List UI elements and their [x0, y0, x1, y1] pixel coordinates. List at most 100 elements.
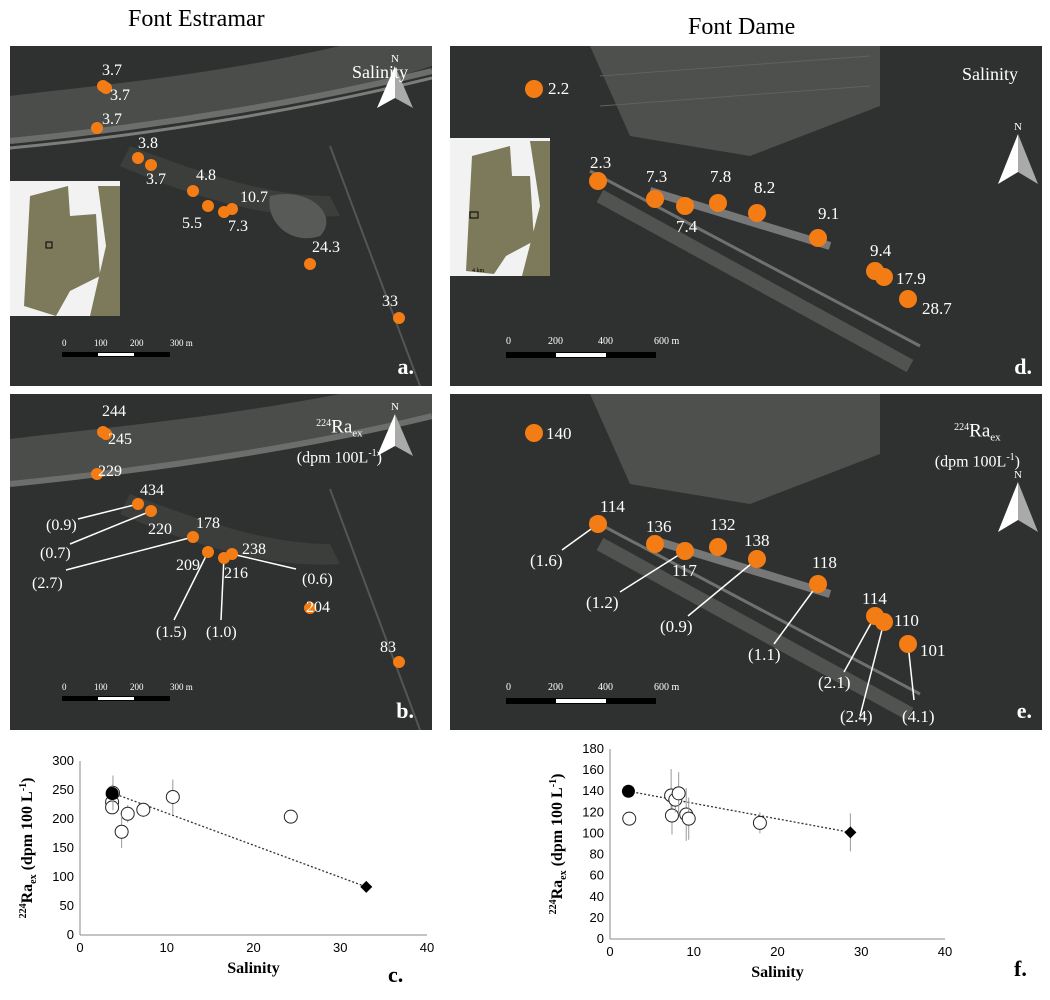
- salinity-label: 5.5: [182, 215, 202, 232]
- radium-error-label: (2.7): [32, 575, 63, 592]
- sample-marker: [525, 80, 543, 98]
- north-arrow-b: N: [377, 401, 413, 456]
- sample-marker: [91, 468, 103, 480]
- y-tick-label: 250: [52, 782, 74, 797]
- scatter-f-svg: 0 10 20 30 40 0 20 40 60 80 100 120 140 160 180 Salinit…: [548, 741, 952, 981]
- radium-label: 114: [600, 497, 625, 516]
- title-main: Ra: [969, 420, 991, 442]
- panel-letter-a: a.: [397, 354, 415, 379]
- data-point-open: [165, 789, 180, 804]
- sample-marker: [393, 312, 405, 324]
- sample-marker: [100, 82, 112, 94]
- x-axis-label: Salinity: [227, 960, 279, 977]
- scale-tick: 400: [598, 682, 613, 693]
- scale-tick: 600 m: [654, 682, 680, 693]
- sampling-points-a: [91, 80, 405, 324]
- title-superscript: 224: [954, 422, 970, 433]
- radium-label: 204: [306, 599, 330, 616]
- data-point-open: [120, 806, 135, 821]
- radium-error-label: (0.6): [302, 571, 333, 588]
- y-tick-label: 120: [582, 804, 604, 819]
- x-tick-label: 20: [246, 940, 260, 955]
- x-tick-label: 40: [420, 940, 434, 955]
- radium-label: 118: [812, 553, 837, 572]
- scale-tick: 0: [506, 336, 511, 347]
- column-title-font-dame: Font Dame: [688, 14, 796, 40]
- salinity-label: 3.7: [146, 171, 166, 188]
- panel-letter-c: c.: [388, 962, 404, 987]
- scale-tick: 400: [598, 336, 613, 347]
- sampling-points-e: [525, 424, 917, 653]
- radium-label: 101: [920, 641, 946, 660]
- radium-label: 140: [546, 424, 572, 443]
- sample-marker: [899, 290, 917, 308]
- north-arrow-a: N: [377, 53, 413, 108]
- title-units-end: ): [376, 448, 382, 466]
- y-tick-label: 300: [52, 753, 74, 768]
- map-b-svg: N 0 100 200 300 m 244 245: [10, 394, 432, 730]
- data-point-filled: [105, 786, 119, 800]
- radium-label: 117: [672, 561, 697, 580]
- scale-tick: 300 m: [170, 338, 193, 348]
- map-panel-d: 4 km N 0 200 400 600 m 2.2 2.3 7.3 7.4 7…: [450, 46, 1042, 386]
- scale-tick: 100: [94, 682, 108, 692]
- sample-marker: [809, 575, 827, 593]
- radium-label: 244: [102, 403, 126, 420]
- panel-letter-d: d.: [1014, 354, 1032, 379]
- sample-marker: [145, 505, 157, 517]
- radium-error-label: (1.2): [586, 593, 619, 612]
- scale-tick: 200: [548, 682, 563, 693]
- data-point-open: [622, 811, 637, 826]
- y-tick-label: 100: [582, 825, 604, 840]
- sample-marker: [187, 185, 199, 197]
- salinity-label: 7.4: [676, 217, 698, 236]
- sample-marker: [132, 498, 144, 510]
- sample-marker: [304, 602, 316, 614]
- radium-error-label: (2.4): [840, 707, 873, 726]
- sample-marker: [226, 203, 238, 215]
- map-panel-a: N 0 100 200 300 m 3.7 3.7 3.7 3.8 3.7 4.…: [10, 46, 432, 386]
- radium-label: 138: [744, 531, 770, 550]
- radium-error-label: (1.6): [530, 551, 563, 570]
- scale-tick: 0: [62, 682, 67, 692]
- scale-tick: 200: [130, 338, 144, 348]
- sample-marker: [899, 635, 917, 653]
- radium-label: 220: [148, 521, 172, 538]
- salinity-label: 8.2: [754, 178, 775, 197]
- title-subscript: ex: [352, 427, 363, 440]
- radium-label: 178: [196, 515, 220, 532]
- panel-letter-b: b.: [396, 698, 414, 723]
- map-title-salinity: Salinity: [961, 64, 1018, 84]
- radium-error-label: (2.1): [818, 673, 851, 692]
- y-label-super: 224: [548, 899, 559, 914]
- x-tick-label: 30: [333, 940, 347, 955]
- sample-marker: [187, 531, 199, 543]
- y-tick-label: 160: [582, 762, 604, 777]
- salinity-label: 4.8: [196, 167, 216, 184]
- north-arrow-d: N: [998, 121, 1038, 184]
- y-tick-label: 0: [67, 927, 74, 942]
- sample-marker: [202, 200, 214, 212]
- y-label-main: Ra: [19, 884, 36, 904]
- salinity-label: 17.9: [896, 269, 926, 288]
- map-title-salinity: Salinity: [351, 62, 408, 82]
- data-point-diamond: [360, 880, 373, 893]
- salinity-label: 9.4: [870, 241, 892, 260]
- y-label-units: (dpm 100 L: [19, 791, 36, 874]
- y-tick-label: 50: [60, 898, 74, 913]
- sample-marker: [91, 122, 103, 134]
- data-point-open: [671, 786, 686, 801]
- y-axis-label: 224Raex (dpm 100 L-1): [548, 774, 569, 915]
- sample-marker: [202, 546, 214, 558]
- sample-marker: [589, 172, 607, 190]
- y-tick-label: 60: [590, 868, 604, 883]
- sample-marker: [709, 538, 727, 556]
- title-units: (dpm 100L: [934, 452, 1007, 470]
- y-label-units: (dpm 100 L: [549, 787, 566, 870]
- radium-label: 216: [224, 565, 248, 582]
- radium-label: 136: [646, 517, 672, 536]
- y-tick-label: 80: [590, 847, 604, 862]
- scatter-c-svg: 0 10 20 30 40 0 50 100 150 200 250 300 Salinity 224Ra…: [18, 753, 434, 977]
- salinity-label: 10.7: [240, 189, 268, 206]
- data-point-open: [681, 811, 696, 826]
